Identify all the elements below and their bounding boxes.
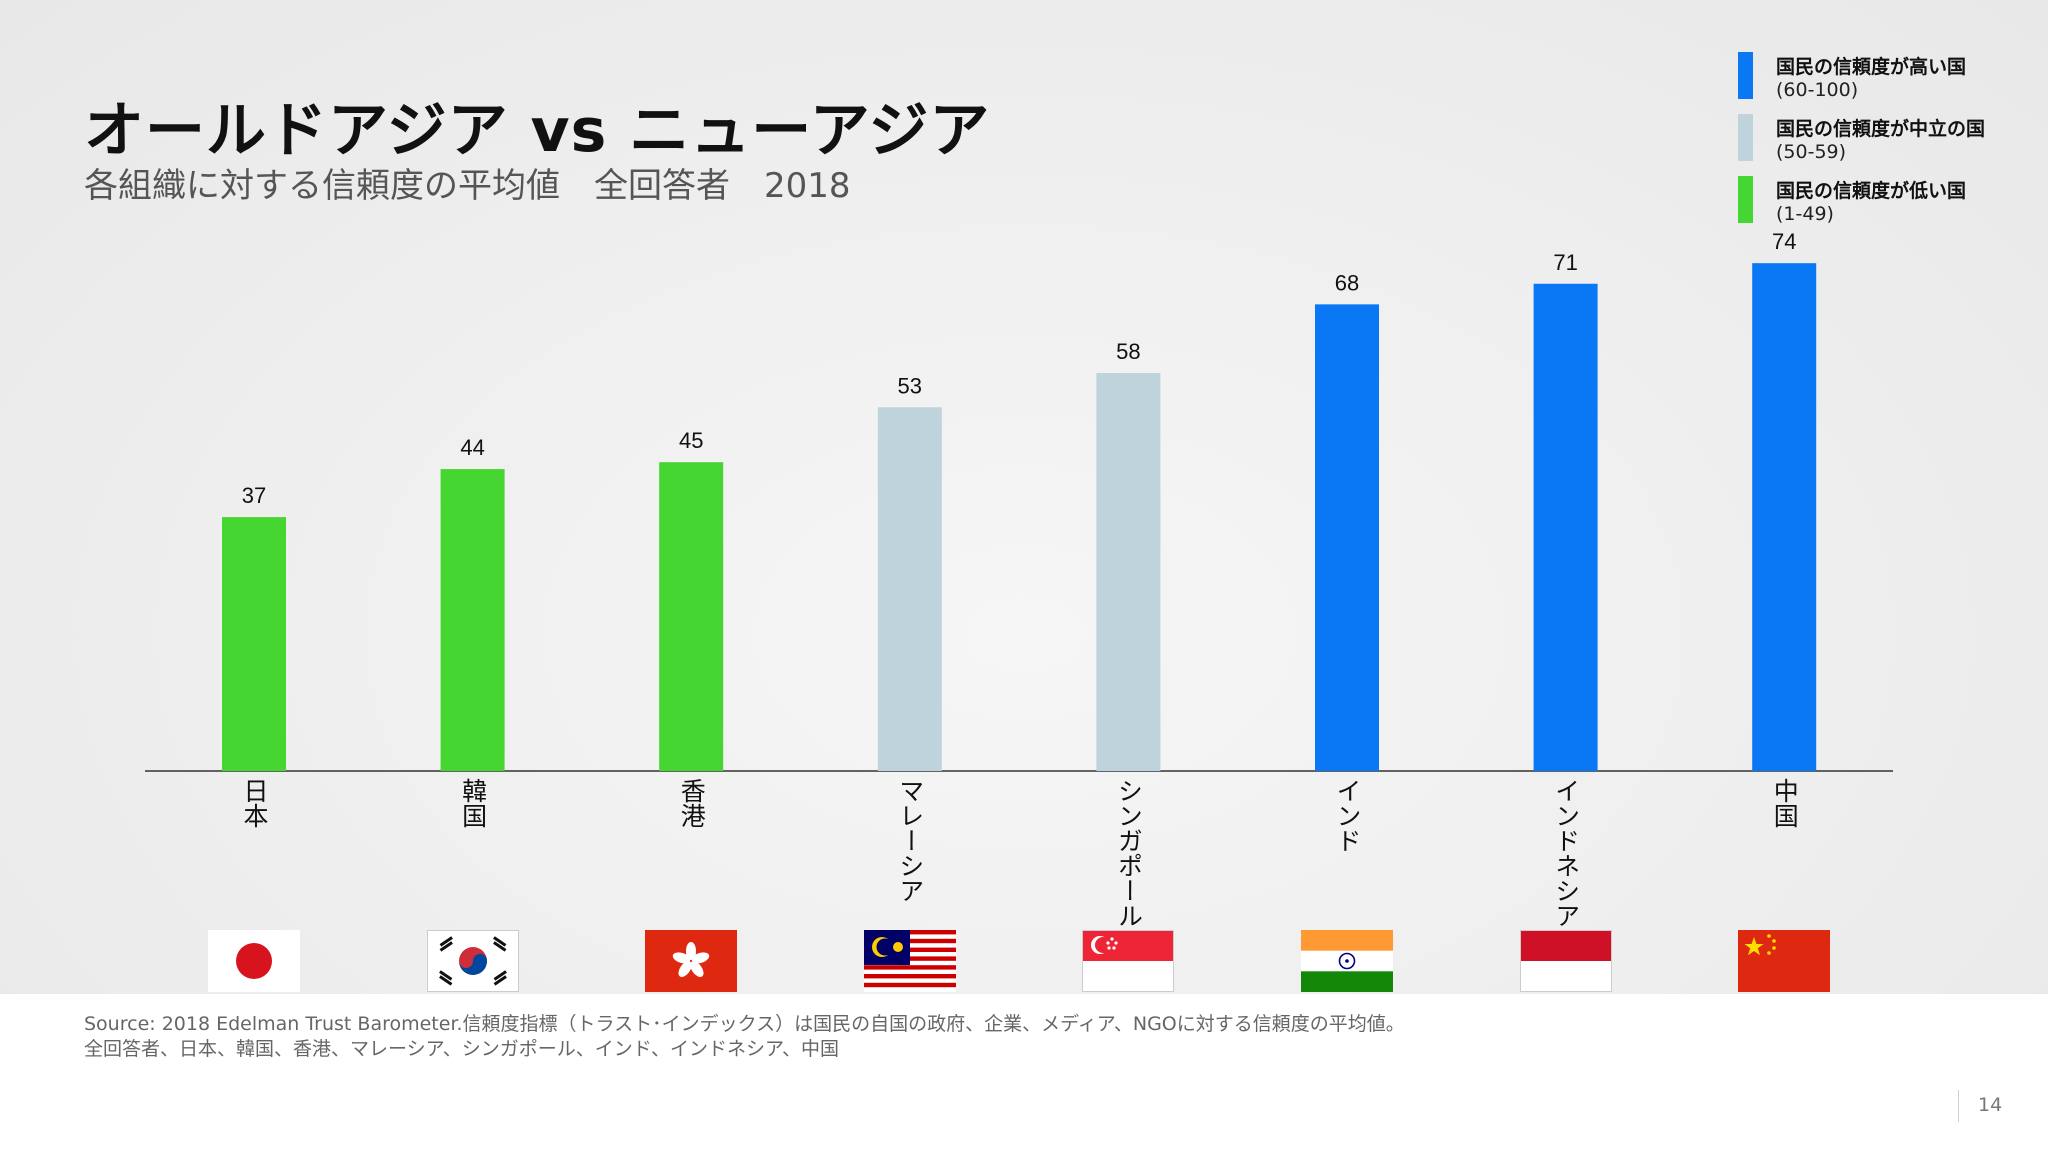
category-label: シンガポール: [1114, 778, 1144, 928]
category-label: 韓国: [458, 778, 488, 828]
bar: [1752, 263, 1817, 771]
data-label: 68: [1335, 270, 1359, 295]
indonesia-flag-icon: [1519, 930, 1612, 992]
bar: [1315, 304, 1379, 771]
data-label: 71: [1553, 250, 1577, 275]
source-note: Source: 2018 Edelman Trust Barometer.信頼度…: [84, 1012, 1405, 1062]
chart-subtitle: 各組織に対する信頼度の平均値 全回答者 2018: [84, 166, 851, 206]
legend-range-low: (1-49): [1776, 203, 1834, 225]
data-label: 44: [460, 435, 484, 460]
chart-title: オールドアジア vs ニューアジア: [84, 96, 991, 166]
data-label: 45: [679, 428, 703, 453]
category-label: 日本: [240, 778, 269, 828]
source-line-1: Source: 2018 Edelman Trust Barometer.信頼度…: [84, 1013, 1405, 1035]
page-number: 14: [1978, 1094, 2003, 1116]
footer: [0, 994, 2048, 1152]
bar-chart: 37 44 45 53 58 68 71 74: [145, 229, 1893, 772]
legend-swatch-high: [1738, 52, 1753, 99]
bar: [877, 407, 942, 771]
data-label: 58: [1116, 339, 1140, 364]
category-label: 中国: [1770, 778, 1800, 828]
data-label: 37: [242, 483, 266, 508]
legend-label-neutral: 国民の信頼度が中立の国: [1776, 118, 1986, 140]
bar: [1533, 283, 1598, 771]
category-label: マレーシア: [895, 778, 925, 903]
bar: [659, 462, 724, 771]
singapore-flag-icon: [1082, 930, 1175, 992]
bar: [440, 469, 505, 771]
legend-range-neutral: (50-59): [1776, 141, 1847, 163]
source-line-2: 全回答者、日本、韓国、香港、マレーシア、シンガポール、インド、インドネシア、中国: [84, 1038, 840, 1060]
china-flag-icon: [1738, 930, 1831, 992]
data-label: 53: [898, 373, 922, 398]
india-flag-icon: [1301, 930, 1393, 992]
bar: [1096, 372, 1161, 771]
category-label: 香港: [677, 778, 707, 828]
page-divider: [1958, 1090, 1959, 1122]
data-label: 74: [1772, 229, 1796, 254]
category-label: インドネシア: [1551, 778, 1581, 928]
malaysia-flag-icon: [863, 930, 956, 992]
legend: 国民の信頼度が高い国 (60-100) 国民の信頼度が中立の国 (50-59) …: [1738, 52, 2038, 238]
bar: [222, 517, 286, 771]
south-korea-flag-icon: [426, 930, 519, 992]
japan-flag-icon: [208, 930, 300, 992]
legend-label-high: 国民の信頼度が高い国: [1776, 56, 1967, 78]
legend-item-neutral: 国民の信頼度が中立の国 (50-59): [1738, 114, 2038, 176]
legend-item-high: 国民の信頼度が高い国 (60-100): [1738, 52, 2038, 114]
category-label: インド: [1333, 778, 1362, 853]
hong-kong-flag-icon: [645, 930, 738, 992]
legend-label-low: 国民の信頼度が低い国: [1776, 180, 1967, 202]
bar-chart-svg: 37 44 45 53 58 68 71 74: [145, 229, 1893, 772]
legend-item-low: 国民の信頼度が低い国 (1-49): [1738, 176, 2038, 238]
legend-swatch-neutral: [1738, 114, 1753, 161]
legend-range-high: (60-100): [1776, 79, 1859, 101]
legend-swatch-low: [1738, 176, 1753, 223]
